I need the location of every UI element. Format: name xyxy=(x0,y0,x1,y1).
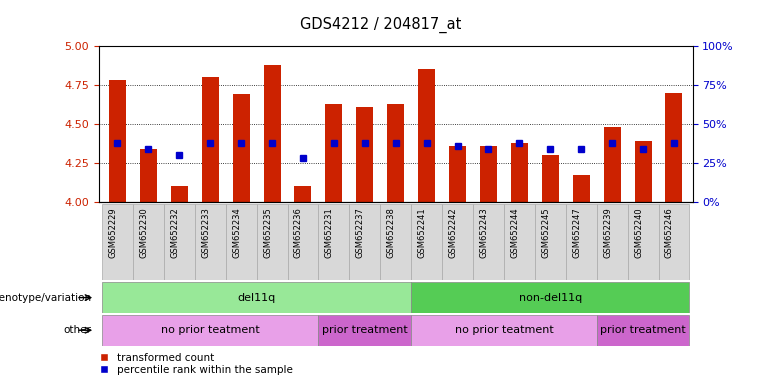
Bar xyxy=(411,315,597,346)
Text: GSM652231: GSM652231 xyxy=(325,207,334,258)
Bar xyxy=(349,204,380,280)
Bar xyxy=(109,80,126,202)
Bar xyxy=(442,204,473,280)
Bar xyxy=(665,93,683,202)
Bar xyxy=(233,94,250,202)
Bar xyxy=(597,315,689,346)
Bar xyxy=(597,204,628,280)
Text: no prior teatment: no prior teatment xyxy=(454,325,553,335)
Text: prior treatment: prior treatment xyxy=(600,325,686,335)
Bar xyxy=(542,155,559,202)
Text: no prior teatment: no prior teatment xyxy=(161,325,260,335)
Text: GSM652245: GSM652245 xyxy=(541,207,550,258)
Text: GDS4212 / 204817_at: GDS4212 / 204817_at xyxy=(300,17,461,33)
Bar xyxy=(226,204,256,280)
Text: GSM652236: GSM652236 xyxy=(294,207,303,258)
Bar xyxy=(318,204,349,280)
Bar xyxy=(256,204,288,280)
Text: GSM652229: GSM652229 xyxy=(109,207,117,258)
Text: del11q: del11q xyxy=(237,293,275,303)
Text: other: other xyxy=(63,325,91,335)
Bar xyxy=(504,204,535,280)
Text: GSM652247: GSM652247 xyxy=(572,207,581,258)
Text: GSM652241: GSM652241 xyxy=(418,207,427,258)
Bar xyxy=(658,204,689,280)
Bar xyxy=(133,204,164,280)
Bar xyxy=(418,70,435,202)
Bar xyxy=(480,146,497,202)
Text: GSM652244: GSM652244 xyxy=(511,207,519,258)
Bar xyxy=(202,77,218,202)
Text: prior treatment: prior treatment xyxy=(322,325,408,335)
Text: GSM652246: GSM652246 xyxy=(665,207,674,258)
Bar xyxy=(387,104,404,202)
Legend: transformed count, percentile rank within the sample: transformed count, percentile rank withi… xyxy=(89,348,297,379)
Bar xyxy=(326,104,342,202)
Text: GSM652240: GSM652240 xyxy=(634,207,643,258)
Bar xyxy=(380,204,411,280)
Text: GSM652239: GSM652239 xyxy=(603,207,612,258)
Text: non-del11q: non-del11q xyxy=(519,293,582,303)
Text: GSM652232: GSM652232 xyxy=(170,207,180,258)
Bar xyxy=(356,107,374,202)
Bar xyxy=(295,186,311,202)
Bar xyxy=(288,204,318,280)
Text: GSM652233: GSM652233 xyxy=(201,207,210,258)
Bar xyxy=(170,186,188,202)
Text: GSM652235: GSM652235 xyxy=(263,207,272,258)
Text: GSM652234: GSM652234 xyxy=(232,207,241,258)
Bar xyxy=(102,315,318,346)
Bar xyxy=(102,204,133,280)
Text: GSM652238: GSM652238 xyxy=(387,207,396,258)
Bar xyxy=(318,315,411,346)
Bar xyxy=(140,149,157,202)
Bar xyxy=(603,127,621,202)
Bar xyxy=(263,65,281,202)
Bar xyxy=(195,204,226,280)
Bar xyxy=(411,204,442,280)
Bar xyxy=(411,282,689,313)
Bar xyxy=(535,204,565,280)
Text: GSM652230: GSM652230 xyxy=(139,207,148,258)
Text: GSM652237: GSM652237 xyxy=(356,207,365,258)
Bar xyxy=(102,282,411,313)
Bar xyxy=(449,146,466,202)
Text: genotype/variation: genotype/variation xyxy=(0,293,91,303)
Bar xyxy=(573,175,590,202)
Bar xyxy=(164,204,195,280)
Bar xyxy=(628,204,658,280)
Bar xyxy=(635,141,651,202)
Text: GSM652242: GSM652242 xyxy=(448,207,457,258)
Bar xyxy=(473,204,504,280)
Bar xyxy=(565,204,597,280)
Text: GSM652243: GSM652243 xyxy=(479,207,489,258)
Bar xyxy=(511,142,528,202)
